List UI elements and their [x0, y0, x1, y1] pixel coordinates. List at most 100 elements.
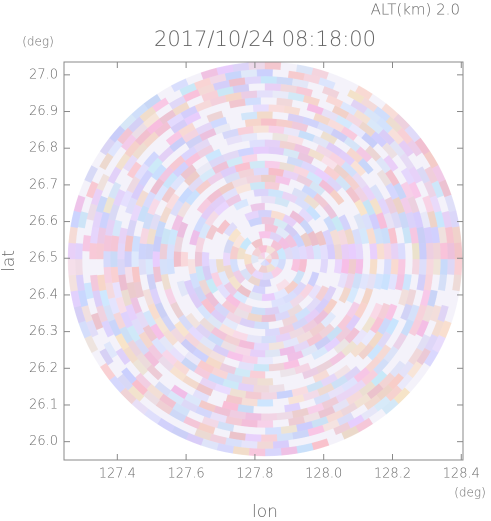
echo-cell	[411, 242, 421, 260]
echo-cell	[252, 125, 270, 134]
echo-cell	[376, 258, 385, 275]
echo-cell	[257, 209, 273, 218]
y-unit: (deg)	[22, 35, 54, 49]
y-tick-label: 26.3	[29, 324, 58, 339]
y-tick-label: 26.1	[29, 397, 58, 412]
echo-cell	[390, 242, 399, 260]
echo-cell	[376, 243, 385, 260]
echo-cell	[244, 412, 262, 422]
x-tick-label: 127.4	[99, 467, 136, 482]
echo-cell	[432, 242, 442, 260]
echo-cell	[67, 242, 76, 260]
echo-cell	[355, 243, 364, 260]
echo-cell	[447, 258, 456, 276]
echo-cell	[166, 258, 175, 275]
echo-cell	[383, 242, 392, 260]
echo-cell	[425, 242, 435, 260]
echo-cell	[397, 258, 406, 276]
echo-cell	[383, 258, 392, 276]
echo-cell	[347, 258, 357, 275]
echo-cell	[81, 250, 90, 268]
echo-cell	[425, 258, 435, 276]
echo-cell	[397, 242, 406, 260]
echo-cell	[252, 146, 270, 155]
echo-cell	[131, 250, 139, 268]
echo-cell	[261, 195, 277, 204]
echo-cell	[249, 349, 266, 358]
echo-cell	[268, 104, 286, 113]
echo-cell	[95, 242, 105, 260]
y-tick-label: 26.9	[29, 104, 58, 119]
echo-cell	[454, 242, 463, 260]
x-tick-label: 128.2	[374, 467, 411, 482]
echo-cell	[439, 258, 449, 276]
x-unit: (deg)	[454, 486, 486, 500]
echo-cell	[249, 181, 266, 191]
echo-cell	[362, 258, 371, 275]
echo-cell	[256, 399, 274, 407]
echo-cell	[256, 356, 274, 365]
radar-echo	[67, 61, 463, 457]
echo-cell	[418, 258, 428, 276]
echo-cell	[264, 448, 282, 457]
y-tick-label: 26.5	[29, 251, 58, 266]
echo-cell	[95, 258, 105, 276]
echo-cell	[67, 258, 76, 276]
echo-cell	[418, 242, 428, 260]
echo-cell	[256, 378, 274, 386]
echo-cell	[253, 321, 270, 330]
echo-cell	[249, 327, 266, 337]
y-tick-label: 27.0	[29, 67, 58, 82]
echo-cell	[124, 250, 132, 268]
echo-cell	[261, 292, 276, 302]
echo-cell	[264, 160, 281, 169]
echo-cell	[194, 251, 203, 267]
echo-cell	[159, 258, 168, 275]
echo-cell	[248, 61, 266, 70]
echo-cell	[253, 188, 270, 197]
echo-cell	[260, 391, 278, 400]
echo-cell	[88, 258, 98, 276]
y-tick-label: 26.0	[29, 434, 58, 449]
echo-cell	[152, 250, 160, 268]
echo-cell	[249, 160, 266, 169]
altitude-label: ALT(km) 2.0	[371, 1, 460, 19]
echo-cell	[260, 335, 277, 344]
y-tick-label: 26.7	[29, 177, 58, 192]
echo-cell	[248, 448, 266, 457]
echo-cell	[258, 230, 272, 239]
echo-cell	[264, 349, 281, 358]
echo-cell	[201, 251, 210, 267]
echo-cell	[222, 251, 231, 267]
echo-cell	[252, 104, 270, 112]
echo-cell	[256, 420, 274, 429]
echo-cell	[244, 96, 262, 106]
echo-cell	[244, 433, 262, 443]
echo-cell	[256, 89, 274, 98]
echo-cell	[145, 243, 154, 260]
echo-cell	[166, 243, 175, 260]
x-tick-label: 128.4	[443, 467, 480, 482]
echo-cell	[244, 75, 262, 85]
plot-frame	[63, 61, 464, 461]
echo-cell	[432, 258, 442, 276]
echo-cell	[340, 258, 350, 275]
echo-cell	[261, 216, 276, 226]
echo-cell	[138, 242, 147, 260]
echo-cell	[261, 314, 277, 323]
echo-cell	[439, 242, 449, 260]
echo-cell	[249, 139, 266, 148]
echo-cell	[260, 434, 278, 443]
echo-cell	[145, 258, 154, 275]
x-tick-label: 127.6	[167, 467, 204, 482]
echo-cell	[82, 266, 91, 284]
echo-cell	[256, 68, 274, 77]
echo-cell	[257, 300, 273, 309]
chart-title: 2017/10/24 08:18:00	[154, 27, 376, 51]
echo-cell	[173, 250, 182, 268]
y-tick-label: 26.8	[29, 141, 58, 156]
echo-cell	[252, 406, 270, 414]
y-axis-label: lat	[0, 250, 19, 272]
echo-cell	[390, 258, 399, 276]
